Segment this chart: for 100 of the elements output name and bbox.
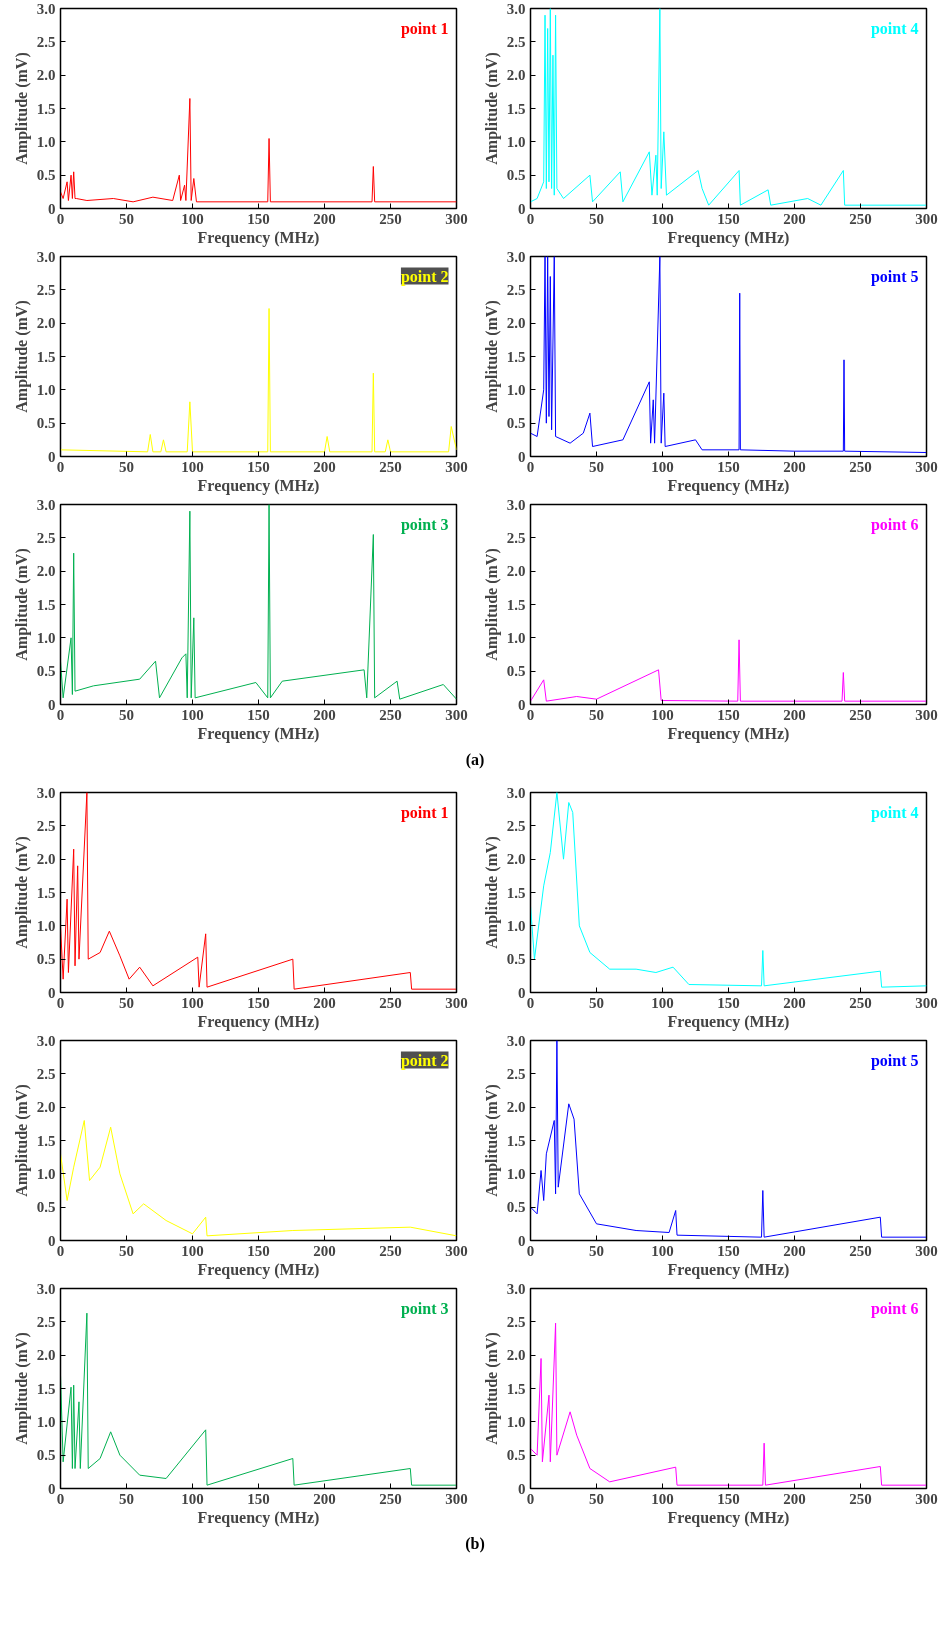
x-tick-label: 150 [247,1490,270,1507]
text: point 2 [400,1051,449,1070]
x-tick-label: 100 [651,458,674,475]
y-tick-label: 0.5 [36,415,56,432]
x-tick-label: 100 [181,994,204,1011]
y-tick-label: 0.5 [36,1199,56,1216]
x-tick-label: 200 [313,1242,336,1259]
y-tick-label: 1.0 [36,381,56,398]
y-tick-label: 2.0 [36,1099,56,1116]
y-tick-label: 1.5 [506,596,526,613]
x-tick-label: 250 [379,1242,402,1259]
text: point 1 [400,803,449,822]
x-tick-label: 100 [181,210,204,227]
y-tick-label: 0.5 [506,167,526,184]
y-tick-label: 3.0 [506,1032,526,1049]
y-tick-label: 3.0 [36,1032,56,1049]
line-series [60,308,457,453]
y-tick-label: 1.0 [36,917,56,934]
x-tick-label: 50 [119,1242,134,1259]
x-tick-label: 50 [589,706,604,723]
y-tick-label: 0.5 [506,1199,526,1216]
x-tick-label: 200 [313,1490,336,1507]
x-tick-label: 300 [915,1242,938,1259]
x-tick-label: 300 [445,1242,468,1259]
text: point 5 [870,1051,919,1070]
x-tick-label: 150 [717,706,740,723]
y-tick-label: 2.5 [36,529,56,546]
y-tick-label: 3.0 [36,248,56,265]
y-tick-label: 3.0 [36,1280,56,1297]
x-tick-label: 150 [717,210,740,227]
y-tick-label: 2.0 [506,851,526,868]
x-tick-label: 250 [849,210,872,227]
x-tick-label: 100 [181,1490,204,1507]
y-axis-title: Amplitude (mV) [12,1332,31,1445]
x-tick-label: 50 [119,994,134,1011]
x-tick-label: 250 [849,1490,872,1507]
x-tick-label: 50 [589,1490,604,1507]
line-series [60,504,457,700]
x-tick-label: 100 [181,1242,204,1259]
y-tick-label: 2.5 [36,281,56,298]
x-tick-label: 200 [783,994,806,1011]
y-tick-label: 2.5 [506,1313,526,1330]
x-axis-title: Frequency (MHz) [197,1260,320,1279]
y-tick-label: 1.0 [506,1413,526,1430]
x-tick-label: 150 [247,210,270,227]
text: (a) [465,750,485,771]
x-tick-label: 200 [313,706,336,723]
y-tick-label: 1.5 [36,1132,56,1149]
x-tick-label: 50 [119,210,134,227]
x-tick-label: 250 [379,994,402,1011]
y-tick-label: 3.0 [506,1280,526,1297]
y-tick-label: 0.5 [506,951,526,968]
x-tick-label: 50 [119,1490,134,1507]
line-series [530,256,927,453]
x-tick-label: 150 [717,1242,740,1259]
text: point 5 [870,267,919,286]
y-tick-label: 0.5 [506,415,526,432]
x-tick-label: 300 [445,458,468,475]
y-axis-title: Amplitude (mV) [12,52,31,165]
y-axis-title: Amplitude (mV) [12,300,31,413]
y-tick-label: 1.0 [36,1413,56,1430]
y-tick-label: 1.5 [36,596,56,613]
x-axis-title: Frequency (MHz) [197,228,320,247]
y-tick-label: 2.5 [506,281,526,298]
y-tick-label: 3.0 [506,496,526,513]
x-tick-label: 200 [783,458,806,475]
x-axis-title: Frequency (MHz) [667,228,790,247]
y-tick-label: 2.0 [36,851,56,868]
y-tick-label: 1.5 [36,1380,56,1397]
text: point 4 [870,19,919,38]
x-tick-label: 50 [589,994,604,1011]
x-axis-title: Frequency (MHz) [197,724,320,743]
y-tick-label: 2.5 [506,529,526,546]
y-tick-label: 0.5 [36,663,56,680]
y-tick-label: 1.0 [506,917,526,934]
y-tick-label: 0.5 [506,1447,526,1464]
y-tick-label: 2.0 [36,315,56,332]
x-axis-title: Frequency (MHz) [667,724,790,743]
y-tick-label: 2.0 [36,1347,56,1364]
y-tick-label: 2.5 [36,33,56,50]
y-tick-label: 1.5 [36,884,56,901]
x-tick-label: 200 [313,210,336,227]
x-tick-label: 200 [783,706,806,723]
y-tick-label: 1.5 [506,884,526,901]
x-tick-label: 300 [445,994,468,1011]
x-axis-title: Frequency (MHz) [667,476,790,495]
line-series [530,8,927,206]
y-tick-label: 0.5 [506,663,526,680]
y-tick-label: 1.5 [36,348,56,365]
x-tick-label: 250 [849,458,872,475]
y-tick-label: 1.0 [36,133,56,150]
x-axis-title: Frequency (MHz) [667,1508,790,1527]
y-tick-label: 3.0 [506,784,526,801]
y-tick-label: 3.0 [36,0,56,17]
y-tick-label: 2.0 [506,563,526,580]
x-tick-label: 300 [445,706,468,723]
line-series [60,98,457,203]
x-axis-title: Frequency (MHz) [197,1012,320,1031]
y-axis-title: Amplitude (mV) [12,1084,31,1197]
x-tick-label: 200 [313,994,336,1011]
